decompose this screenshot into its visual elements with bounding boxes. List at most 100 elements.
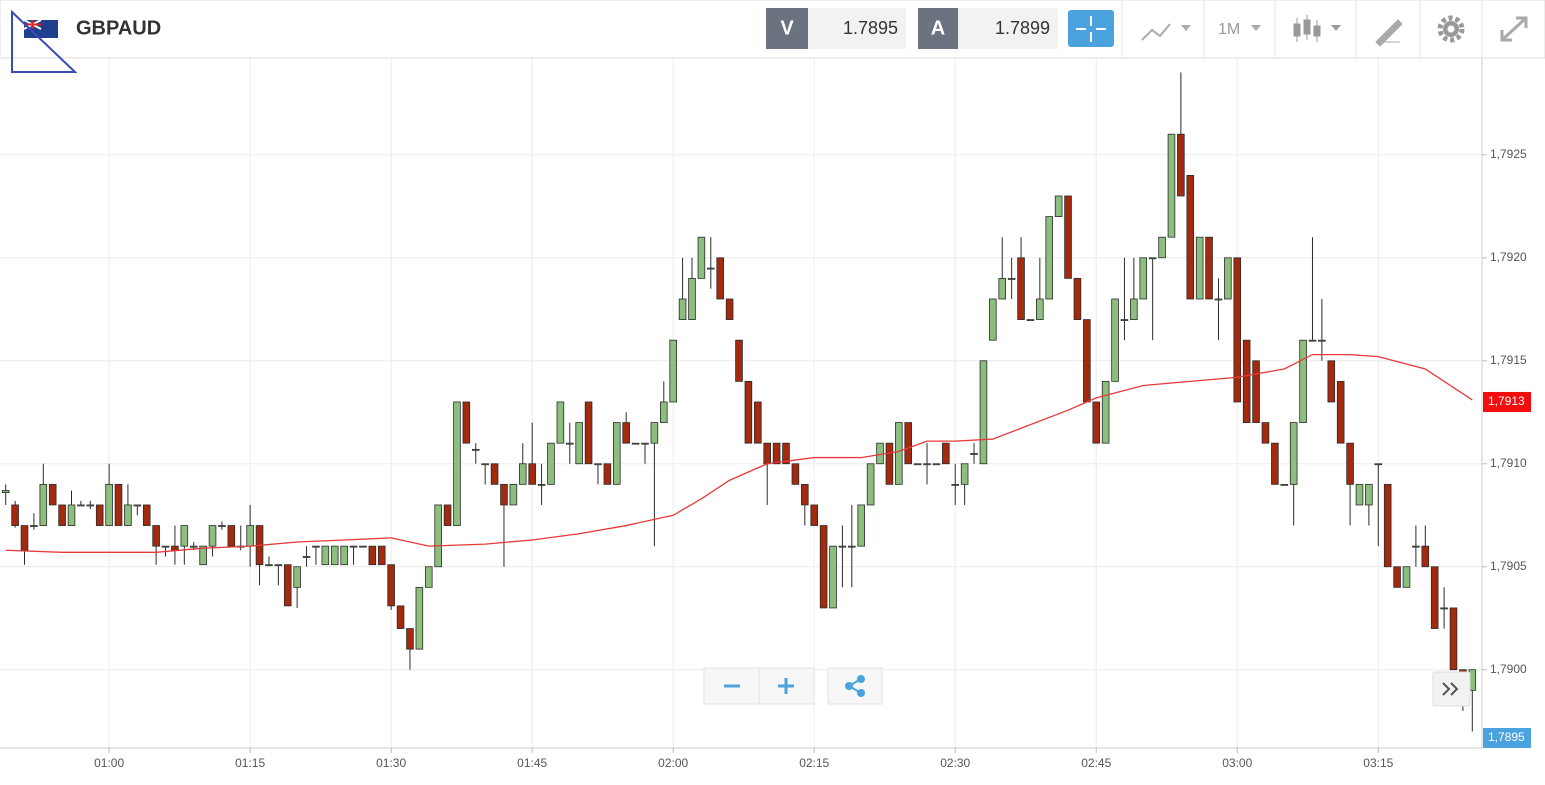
candle-body xyxy=(707,267,715,270)
candle-body xyxy=(340,545,348,566)
candle-style-button[interactable] xyxy=(1293,15,1341,42)
bid-button[interactable]: V 1.7895 xyxy=(766,8,906,49)
candle-body xyxy=(293,566,301,588)
candle-body xyxy=(819,525,828,609)
candle-body xyxy=(772,442,781,465)
candle-body xyxy=(1026,319,1035,321)
candle-body xyxy=(180,525,189,547)
candle-body xyxy=(199,545,207,566)
candle-body xyxy=(1186,175,1195,300)
flag-icon xyxy=(11,9,78,73)
candle-body xyxy=(368,545,377,566)
candle-body xyxy=(951,483,960,486)
candle-body xyxy=(1167,133,1176,238)
crosshair-button[interactable] xyxy=(1068,10,1114,47)
ask-button[interactable]: A 1.7899 xyxy=(918,8,1058,49)
candle-body xyxy=(330,545,339,566)
candle-body xyxy=(500,483,508,506)
candle-body xyxy=(829,545,837,609)
candle-body xyxy=(857,504,866,547)
candle-body xyxy=(735,339,743,382)
candle-body xyxy=(1355,483,1364,506)
scroll-latest-button[interactable] xyxy=(1432,671,1471,707)
candle-body xyxy=(39,483,48,526)
fullscreen-button[interactable] xyxy=(1500,16,1528,42)
candle-body xyxy=(424,566,433,588)
axes: 1,7900 1,7905 1,7910 1,7915 1,7920 1,7925 01:0… xyxy=(94,147,1531,770)
candle-body xyxy=(1402,566,1411,588)
candle-body xyxy=(1101,380,1110,444)
candle-body xyxy=(1092,401,1101,444)
candle-body xyxy=(274,564,283,567)
candle-body xyxy=(518,463,527,485)
candle-body xyxy=(575,422,583,465)
candle-body xyxy=(960,463,969,485)
settings-button[interactable] xyxy=(1437,15,1465,43)
candle-body xyxy=(838,545,847,548)
drawing-button[interactable] xyxy=(1375,19,1403,47)
candle-body xyxy=(763,442,771,465)
candle-body xyxy=(283,564,292,607)
chart-type-button[interactable] xyxy=(1141,23,1191,41)
price-marker xyxy=(1483,728,1531,748)
candle-body xyxy=(641,442,649,445)
candle-body xyxy=(1440,607,1448,610)
candle-body xyxy=(1271,442,1279,485)
candle-body xyxy=(631,442,640,445)
candle-body xyxy=(406,628,414,650)
y-tick-label: 1,7920 xyxy=(1490,250,1527,264)
candle-body xyxy=(848,545,856,548)
timeframe-button[interactable]: 1M xyxy=(1218,21,1261,38)
candle-body xyxy=(904,422,913,465)
candle-body xyxy=(11,504,19,526)
candle-body xyxy=(471,448,480,451)
x-tick-label: 02:30 xyxy=(940,756,970,770)
candle-body xyxy=(1139,257,1148,300)
candle-body xyxy=(1,490,10,493)
candle-body xyxy=(133,504,142,507)
candle-body xyxy=(1120,319,1129,321)
candle-body xyxy=(1393,566,1401,588)
candle-body xyxy=(801,483,809,506)
candle-body xyxy=(1111,298,1119,382)
symbol: GBPAUD xyxy=(76,17,161,39)
candle-body xyxy=(48,483,57,506)
candle-body xyxy=(1289,422,1298,485)
candle-body xyxy=(1177,133,1185,197)
candle-body xyxy=(490,463,499,485)
candle-body xyxy=(688,277,696,320)
share-button[interactable] xyxy=(827,667,883,705)
zoom-out-button[interactable] xyxy=(703,667,760,705)
candle-body xyxy=(302,556,311,558)
candle-body xyxy=(1318,339,1326,342)
y-tick-label: 1,7900 xyxy=(1490,662,1527,676)
candle-body xyxy=(312,545,320,548)
candle-body xyxy=(932,463,941,466)
candle-body xyxy=(30,525,38,527)
candle-body xyxy=(547,442,555,485)
candle-body xyxy=(321,545,330,566)
candle-body xyxy=(142,504,151,526)
candle-body xyxy=(612,422,621,485)
candle-body xyxy=(923,463,931,466)
candle-body xyxy=(58,504,66,526)
candle-body xyxy=(509,483,518,506)
candle-body xyxy=(660,401,668,423)
x-tick-label: 02:15 xyxy=(799,756,829,770)
candle-body xyxy=(1308,339,1317,342)
candle-body xyxy=(377,545,386,566)
candle-body xyxy=(1064,195,1072,279)
candle-body xyxy=(1383,483,1392,568)
x-tick-label: 01:15 xyxy=(235,756,265,770)
y-tick-label: 1,7910 xyxy=(1490,456,1527,470)
candle-body xyxy=(1280,483,1289,486)
y-tick-label: 1,7925 xyxy=(1490,147,1527,161)
candle-body xyxy=(86,504,95,507)
zoom-in-button[interactable] xyxy=(758,667,815,705)
x-tick-label: 01:45 xyxy=(517,756,547,770)
ask-label: A xyxy=(931,17,945,39)
plot-area xyxy=(1,72,1477,732)
candle-body xyxy=(1036,298,1044,320)
